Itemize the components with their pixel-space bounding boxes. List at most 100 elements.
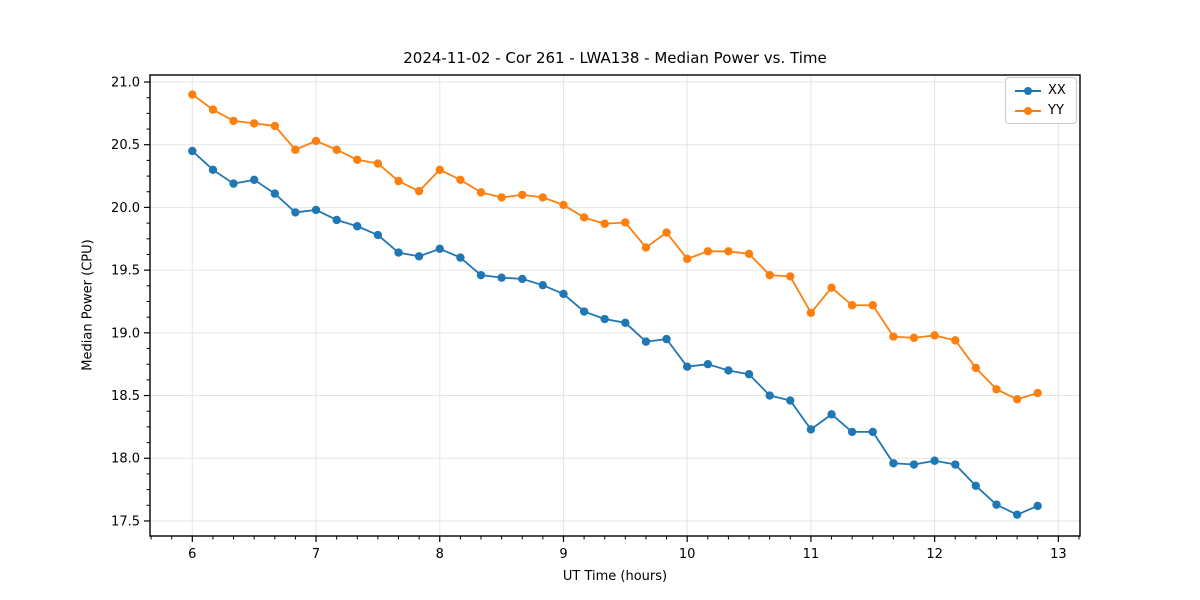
legend-label-xx: XX — [1048, 83, 1066, 98]
data-point-yy — [188, 90, 197, 99]
y-tick-label: 21.0 — [111, 76, 140, 91]
data-point-xx — [682, 362, 692, 371]
legend-marker-yy-icon — [1015, 106, 1041, 115]
data-point-xx — [518, 274, 527, 284]
data-point-yy — [909, 333, 919, 343]
data-point-xx — [951, 460, 960, 469]
data-point-yy — [971, 363, 981, 373]
data-point-yy — [641, 243, 651, 252]
data-point-yy — [414, 186, 424, 196]
x-tick-label: 9 — [559, 547, 567, 562]
y-tick-label: 18.5 — [111, 389, 140, 404]
data-point-yy — [806, 308, 816, 317]
data-point-yy — [662, 228, 671, 237]
data-point-yy — [930, 331, 939, 340]
data-point-xx — [847, 427, 857, 437]
legend-entry-yy: YY — [1015, 104, 1066, 117]
legend-marker-xx-icon — [1015, 86, 1041, 95]
data-point-yy — [291, 145, 300, 154]
data-point-xx — [414, 252, 424, 261]
legend-entry-xx: XX — [1015, 84, 1066, 97]
chart-title: 2024-11-02 - Cor 261 - LWA138 - Median P… — [403, 49, 827, 67]
data-point-xx — [435, 244, 444, 254]
data-point-yy — [847, 301, 857, 310]
data-point-xx — [889, 459, 898, 468]
data-point-xx — [930, 456, 939, 465]
data-point-xx — [600, 314, 609, 324]
y-axis-label: Median Power (CPU) — [80, 239, 96, 371]
data-point-yy — [518, 190, 527, 200]
data-point-xx — [229, 179, 238, 188]
data-point-xx — [1012, 510, 1022, 519]
x-tick-label: 6 — [188, 547, 196, 562]
y-tick-label: 20.5 — [111, 138, 140, 153]
data-point-xx — [353, 222, 362, 231]
data-point-yy — [703, 247, 713, 256]
y-tick-label: 19.0 — [111, 326, 140, 341]
data-point-xx — [806, 425, 816, 434]
legend-label-yy: YY — [1048, 103, 1064, 118]
data-point-xx — [579, 307, 589, 316]
data-point-yy — [1033, 388, 1042, 398]
data-point-xx — [394, 248, 403, 257]
data-point-yy — [476, 188, 486, 197]
data-point-xx — [1033, 501, 1042, 511]
data-point-yy — [270, 121, 280, 131]
data-point-yy — [497, 193, 506, 202]
data-point-yy — [621, 218, 630, 227]
data-point-yy — [559, 200, 568, 210]
data-point-xx — [662, 334, 671, 344]
data-point-yy — [992, 385, 1001, 394]
axes-spines — [149, 74, 1081, 537]
data-point-xx — [476, 270, 486, 280]
data-point-yy — [353, 155, 362, 164]
x-axis-label: UT Time (hours) — [562, 569, 668, 584]
data-point-xx — [724, 366, 733, 375]
y-tick-label: 18.0 — [111, 452, 140, 467]
data-point-xx — [538, 280, 548, 290]
legend: XX YY — [1005, 77, 1077, 124]
data-point-yy — [373, 159, 383, 168]
data-point-xx — [621, 318, 630, 328]
x-tick-label: 12 — [926, 547, 943, 562]
data-point-yy — [208, 105, 218, 114]
data-point-xx — [188, 146, 197, 156]
data-point-xx — [868, 427, 877, 437]
data-point-xx — [703, 359, 713, 369]
data-point-xx — [208, 165, 218, 175]
data-point-yy — [311, 136, 321, 146]
data-point-xx — [641, 337, 651, 346]
data-point-yy — [456, 175, 465, 185]
data-point-xx — [497, 273, 506, 282]
data-point-yy — [744, 249, 754, 259]
x-tick-label: 11 — [803, 547, 820, 562]
data-point-yy — [579, 213, 589, 222]
data-point-xx — [909, 460, 919, 469]
data-point-yy — [229, 116, 238, 126]
data-point-xx — [765, 391, 774, 400]
data-point-xx — [744, 370, 754, 379]
data-point-xx — [249, 175, 259, 185]
data-point-xx — [786, 396, 795, 405]
data-point-xx — [456, 253, 465, 262]
data-point-yy — [951, 336, 960, 345]
data-point-yy — [868, 301, 877, 310]
data-point-xx — [291, 208, 300, 217]
y-tick-label: 20.0 — [111, 201, 140, 216]
data-point-yy — [435, 165, 444, 175]
data-point-xx — [373, 230, 383, 240]
data-point-xx — [559, 289, 568, 299]
x-tick-label: 13 — [1050, 547, 1067, 562]
y-tick-label: 17.5 — [111, 514, 140, 529]
data-point-yy — [1012, 395, 1022, 404]
data-point-xx — [332, 215, 341, 225]
data-point-xx — [827, 410, 836, 419]
y-tick-label: 19.5 — [111, 264, 140, 279]
x-tick-label: 7 — [312, 547, 320, 562]
data-point-xx — [270, 189, 280, 198]
x-tick-label: 10 — [679, 547, 696, 562]
data-point-yy — [600, 219, 609, 228]
data-point-xx — [971, 481, 981, 491]
data-point-yy — [786, 272, 795, 281]
